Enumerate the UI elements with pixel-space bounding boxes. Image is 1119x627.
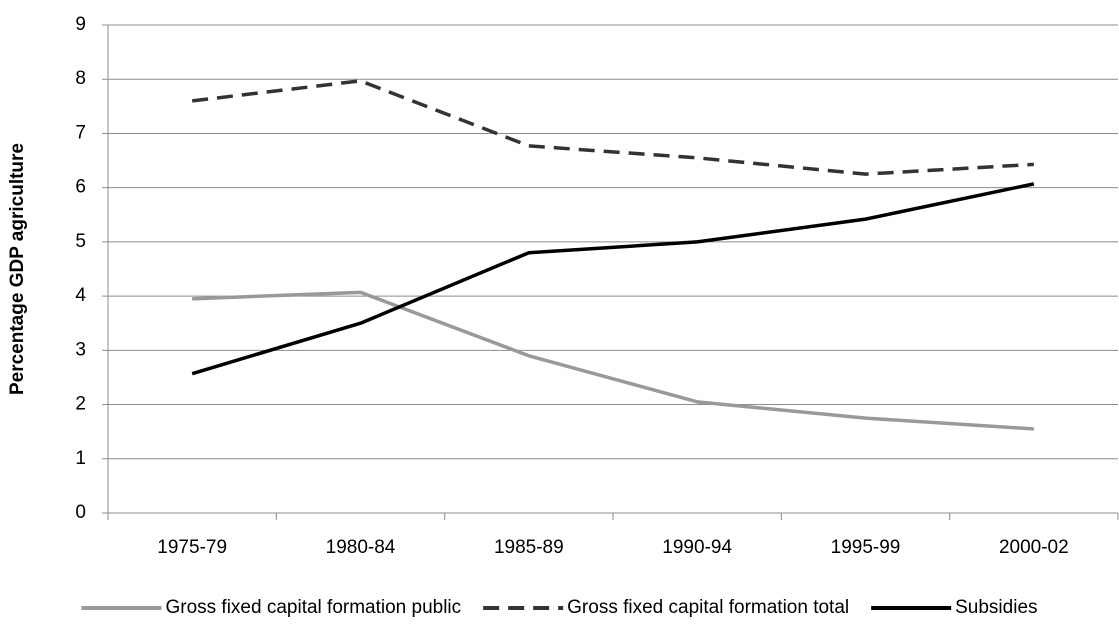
y-tick-label: 3 <box>75 339 86 360</box>
series-line <box>192 290 1034 431</box>
y-tick-label: 4 <box>75 285 86 306</box>
y-tick-label: 2 <box>75 394 86 415</box>
x-tick-label: 1995-99 <box>831 537 901 558</box>
y-tick-label: 5 <box>75 231 86 252</box>
x-tick-label: 1990-94 <box>662 537 732 558</box>
legend-label: Gross fixed capital formation total <box>567 597 849 618</box>
y-tick-label: 8 <box>75 68 86 89</box>
y-tick-label: 7 <box>75 122 86 143</box>
x-tick-label: 1980-84 <box>326 537 396 558</box>
legend-label: Gross fixed capital formation public <box>165 597 461 618</box>
x-tick-label: 1975-79 <box>157 537 227 558</box>
y-tick-label: 1 <box>75 448 86 469</box>
series-line <box>191 79 1034 176</box>
series-line <box>191 182 1035 376</box>
y-tick-label: 9 <box>75 14 86 35</box>
y-tick-label: 0 <box>75 502 86 523</box>
y-axis-label: Percentage GDP agriculture <box>7 143 28 395</box>
x-tick-label: 1985-89 <box>494 537 564 558</box>
legend-label: Subsidies <box>955 597 1037 618</box>
x-tick-label: 2000-02 <box>999 537 1069 558</box>
y-tick-label: 6 <box>75 177 86 198</box>
